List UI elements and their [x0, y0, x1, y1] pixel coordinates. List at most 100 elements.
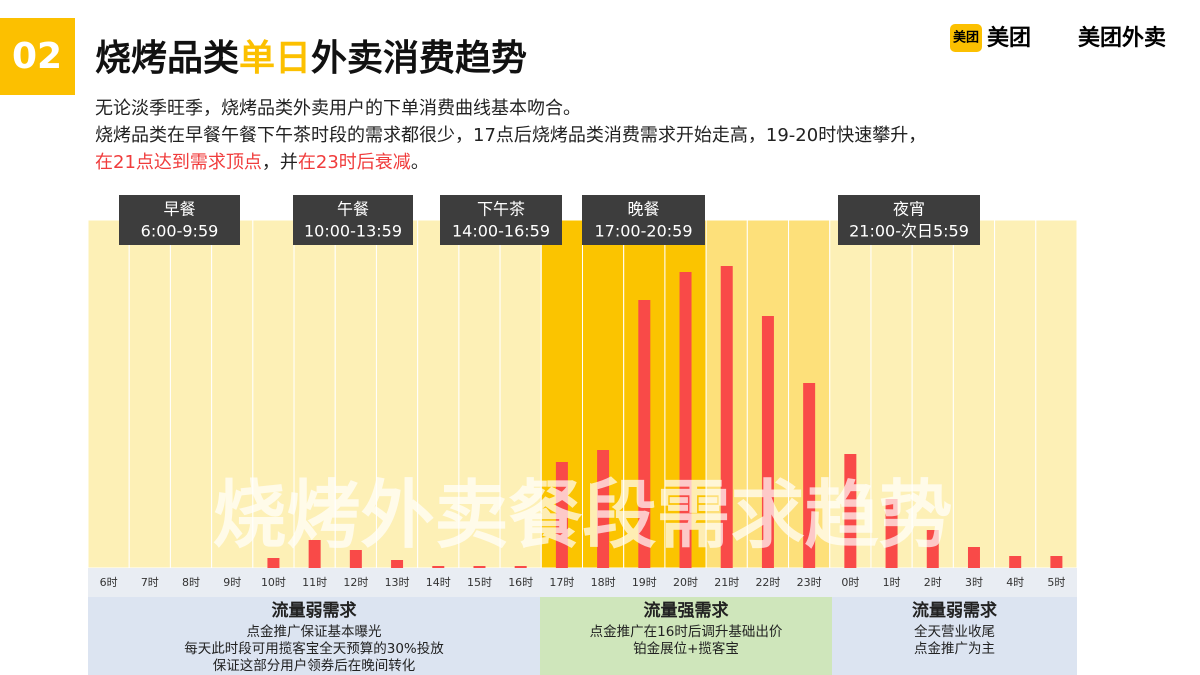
text-part: 在21点达到需求顶点: [95, 152, 262, 173]
x-tick-label: 1时: [883, 576, 901, 589]
panel-line: 每天此时段可用揽客宝全天预算的30%投放: [184, 640, 444, 657]
period-name: 早餐: [163, 200, 195, 219]
x-tick-label: 19时: [632, 576, 657, 589]
panel-line: 点金推广在16时后调升基础出价: [590, 623, 783, 640]
period-time: 21:00-次日5:59: [849, 222, 969, 241]
bar: [638, 300, 651, 568]
period-box: [582, 195, 705, 245]
x-tick-label: 15时: [467, 576, 492, 589]
title-part: 外卖消费趋势: [311, 38, 527, 79]
x-tick-label: 8时: [182, 576, 200, 589]
x-tick-label: 20时: [673, 576, 698, 589]
x-tick-label: 17时: [549, 576, 574, 589]
panel-line: 全天营业收尾: [914, 623, 995, 640]
bar: [514, 566, 527, 568]
x-tick-label: 12时: [343, 576, 368, 589]
bar: [885, 499, 898, 568]
axis-row: [88, 568, 1077, 597]
title-part: 单日: [239, 38, 311, 79]
panel: [540, 597, 832, 675]
bar: [803, 383, 816, 568]
bar: [555, 462, 568, 568]
zone-bg: [911, 219, 954, 569]
x-tick-label: 7时: [141, 576, 159, 589]
period-box: [293, 195, 413, 245]
bar: [597, 450, 610, 568]
panel: [88, 597, 540, 675]
x-tick-label: 5时: [1047, 576, 1065, 589]
x-tick-label: 11时: [302, 576, 327, 589]
period-time: 17:00-20:59: [595, 222, 693, 241]
x-tick-label: 3时: [965, 576, 983, 589]
x-tick-label: 14时: [426, 576, 451, 589]
bar: [926, 530, 939, 568]
zone-bg: [458, 219, 501, 569]
bar: [967, 547, 980, 568]
title-part: 烧烤品类: [95, 38, 239, 79]
text-part: 在23时后衰减: [298, 152, 411, 173]
period-box: [440, 195, 562, 245]
x-tick-label: 0时: [841, 576, 859, 589]
logo-badge-bg: [950, 24, 982, 52]
period-time: 14:00-16:59: [452, 222, 550, 241]
x-tick-label: 18时: [591, 576, 616, 589]
period-box: [838, 195, 980, 245]
x-tick-label: 16时: [508, 576, 533, 589]
panel-line: 铂金展位+揽客宝: [633, 640, 739, 657]
panel-line: 点金推广保证基本曝光: [247, 623, 382, 640]
title: 烧烤品类单日外卖消费趋势: [95, 38, 527, 79]
x-tick-label: 13时: [385, 576, 410, 589]
bar: [1050, 556, 1063, 568]
section-number: 02: [12, 36, 62, 77]
bar: [308, 540, 321, 568]
x-tick-label: 10时: [261, 576, 286, 589]
panel-title: 流量弱需求: [272, 600, 357, 621]
x-tick-label: 21时: [714, 576, 739, 589]
bar: [267, 558, 280, 568]
text-part: ，并: [262, 152, 298, 173]
bar: [720, 266, 733, 568]
x-tick-label: 9时: [223, 576, 241, 589]
text-line: 在21点达到需求顶点，并在23时后衰减。: [95, 152, 429, 173]
x-tick-label: 4时: [1006, 576, 1024, 589]
text-part: 。: [411, 152, 429, 173]
bar: [679, 272, 692, 568]
period-name: 夜宵: [893, 200, 925, 219]
zone-bg: [994, 219, 1037, 569]
period-name: 午餐: [337, 200, 369, 219]
panel-line: 保证这部分用户领券后在晚间转化: [213, 657, 416, 674]
panel-title: 流量强需求: [644, 600, 729, 621]
zone-bg: [211, 219, 254, 569]
bar: [391, 560, 404, 568]
period-name: 下午茶: [477, 200, 525, 219]
bar: [844, 454, 857, 568]
period-name: 晚餐: [627, 200, 659, 219]
panel-title: 流量弱需求: [912, 600, 997, 621]
panel: [832, 597, 1077, 675]
bar: [761, 316, 774, 568]
x-tick-label: 23时: [797, 576, 822, 589]
x-tick-label: 2时: [924, 576, 942, 589]
zone-bg: [952, 219, 996, 569]
zone-bg: [87, 219, 130, 569]
logo: 美团: [987, 25, 1031, 51]
zone-bg: [169, 219, 213, 569]
zone-bg: [1035, 219, 1078, 569]
zone-bg: [128, 219, 171, 569]
text-line: 烧烤品类在早餐午餐下午茶时段的需求都很少，17点后烧烤品类消费需求开始走高，19…: [95, 125, 926, 146]
x-tick-label: 22时: [755, 576, 780, 589]
panel-line: 点金推广为主: [914, 641, 995, 657]
period-time: 6:00-9:59: [141, 222, 219, 241]
logo-badge: 美团: [953, 30, 979, 46]
bar: [349, 550, 362, 568]
text-line: 无论淡季旺季，烧烤品类外卖用户的下单消费曲线基本吻合。: [95, 98, 581, 119]
watermark: 烧烤外卖餐段需求趋势: [213, 473, 953, 559]
bar: [473, 566, 486, 568]
bar: [432, 566, 445, 568]
bar: [1009, 556, 1022, 568]
number-box: [0, 18, 75, 95]
period-time: 10:00-13:59: [304, 222, 402, 241]
period-box: [119, 195, 240, 245]
